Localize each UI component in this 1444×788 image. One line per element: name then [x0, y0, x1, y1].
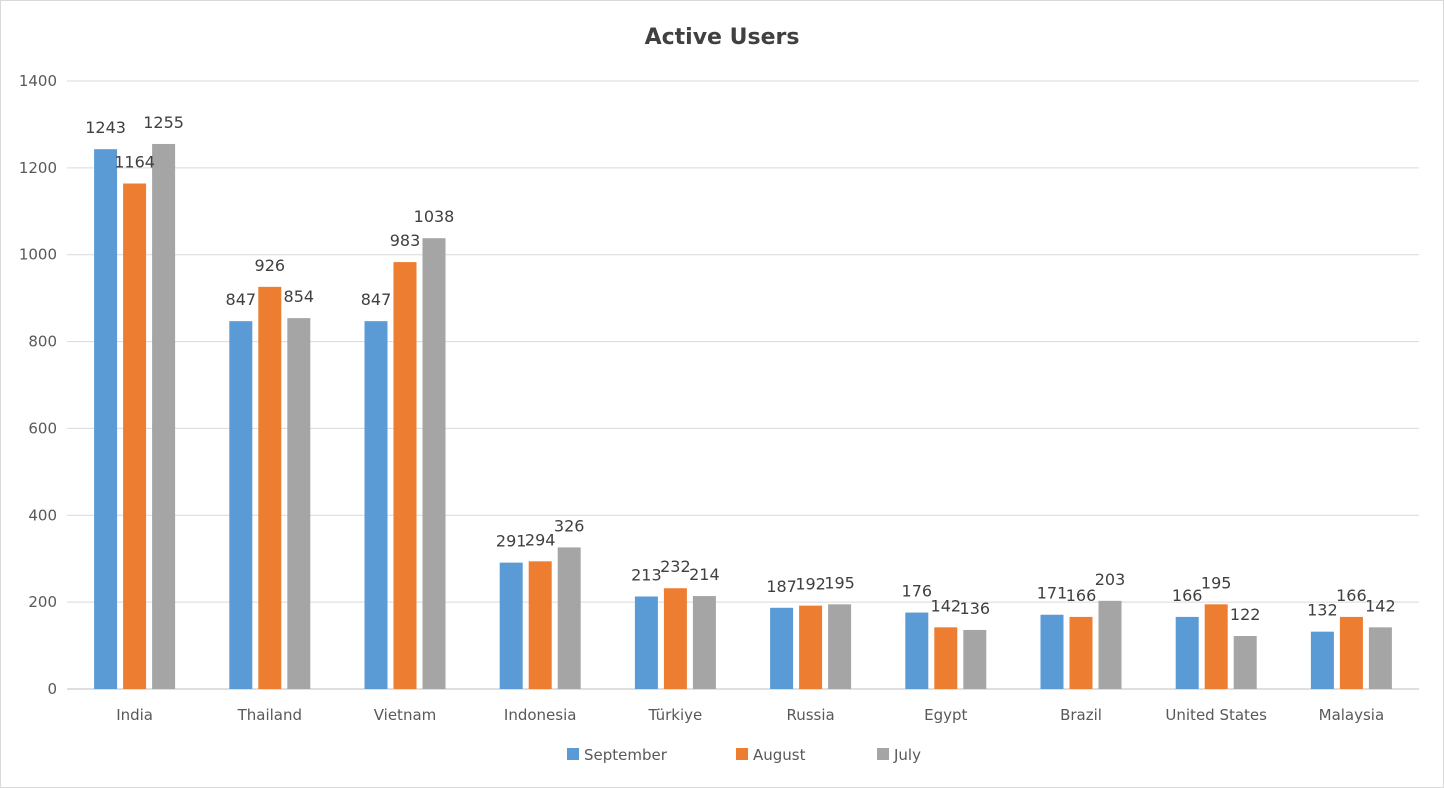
data-label: 1038: [414, 207, 455, 226]
bar-august-7: [1069, 616, 1093, 689]
bar-july-5: [828, 604, 852, 689]
data-label: 192: [795, 575, 826, 594]
y-tick-label: 200: [28, 593, 57, 611]
bars: [94, 143, 1392, 689]
data-label: 187: [766, 577, 797, 596]
bar-august-4: [663, 588, 687, 689]
bar-september-9: [1310, 631, 1334, 689]
bar-september-8: [1175, 616, 1199, 689]
category-label: India: [116, 706, 153, 724]
bar-september-2: [364, 321, 388, 689]
data-label: 926: [255, 256, 286, 275]
category-label: Brazil: [1060, 706, 1102, 724]
category-label: Egypt: [924, 706, 967, 724]
legend-swatch-july: [877, 748, 889, 760]
data-label: 195: [1201, 573, 1232, 592]
data-labels: 1243 1164 1255 847 926 854 847 983 1038 291294326…: [85, 113, 1395, 624]
y-axis-ticks: 0 200 400 600 800 1000 1200 1400: [19, 72, 57, 698]
data-label: 847: [226, 290, 257, 309]
bar-july-3: [557, 547, 581, 689]
bar-july-1: [287, 318, 311, 689]
data-label: 847: [361, 290, 392, 309]
y-tick-label: 0: [47, 680, 57, 698]
bar-july-7: [1098, 600, 1122, 689]
y-tick-label: 800: [28, 333, 57, 351]
data-label: 166: [1066, 586, 1097, 605]
data-label: 122: [1230, 605, 1261, 624]
bar-august-5: [799, 605, 823, 689]
bar-august-9: [1339, 616, 1363, 689]
data-label: 1243: [85, 118, 126, 137]
y-tick-label: 1400: [19, 72, 57, 90]
data-label: 136: [960, 599, 991, 618]
bar-august-6: [934, 627, 958, 689]
bar-august-2: [393, 262, 417, 689]
bar-july-4: [692, 596, 716, 689]
data-label: 291: [496, 532, 527, 551]
legend-label: September: [584, 746, 668, 764]
category-label: Türkiye: [648, 706, 703, 724]
data-label: 326: [554, 516, 585, 535]
data-label: 176: [902, 582, 933, 601]
data-label: 166: [1172, 586, 1203, 605]
category-label: Russia: [786, 706, 834, 724]
category-label: Malaysia: [1319, 706, 1385, 724]
bar-september-5: [770, 607, 794, 689]
data-label: 203: [1095, 570, 1126, 589]
bar-september-6: [905, 612, 929, 689]
chart-title: Active Users: [645, 25, 800, 50]
bar-july-6: [963, 629, 987, 689]
legend-swatch-august: [736, 748, 748, 760]
bar-september-4: [634, 596, 658, 689]
data-label: 142: [1365, 596, 1396, 615]
category-label: Indonesia: [504, 706, 577, 724]
y-tick-label: 400: [28, 506, 57, 524]
bar-july-9: [1368, 627, 1392, 689]
legend-label: July: [893, 746, 921, 764]
category-label: Thailand: [237, 706, 302, 724]
bar-august-8: [1204, 604, 1228, 689]
y-tick-label: 600: [28, 419, 57, 437]
legend: September August July: [567, 746, 921, 764]
data-label: 232: [660, 557, 691, 576]
category-label: United States: [1165, 706, 1267, 724]
bar-september-0: [94, 149, 118, 689]
data-label: 195: [824, 573, 855, 592]
bar-august-1: [258, 286, 282, 689]
data-label: 1164: [114, 152, 155, 171]
bar-july-0: [152, 143, 176, 689]
data-label: 142: [931, 596, 962, 615]
bar-september-3: [499, 562, 523, 689]
category-label: Vietnam: [374, 706, 437, 724]
bar-july-8: [1233, 636, 1257, 689]
y-tick-label: 1000: [19, 246, 57, 264]
data-label: 132: [1307, 601, 1338, 620]
legend-label: August: [753, 746, 806, 764]
bar-september-7: [1040, 614, 1064, 689]
data-label: 214: [689, 565, 720, 584]
data-label: 166: [1336, 586, 1367, 605]
data-label: 294: [525, 530, 556, 549]
data-label: 171: [1037, 584, 1068, 603]
bar-july-2: [422, 238, 446, 689]
x-axis-categories: India Thailand Vietnam Indonesia Türkiye Russ…: [116, 706, 1384, 724]
bar-august-3: [528, 561, 552, 689]
bar-september-1: [229, 321, 253, 689]
bar-august-0: [123, 183, 147, 689]
data-label: 1255: [143, 113, 184, 132]
data-label: 983: [390, 231, 421, 250]
y-tick-label: 1200: [19, 159, 57, 177]
data-label: 213: [631, 565, 662, 584]
data-label: 854: [284, 287, 315, 306]
legend-swatch-september: [567, 748, 579, 760]
